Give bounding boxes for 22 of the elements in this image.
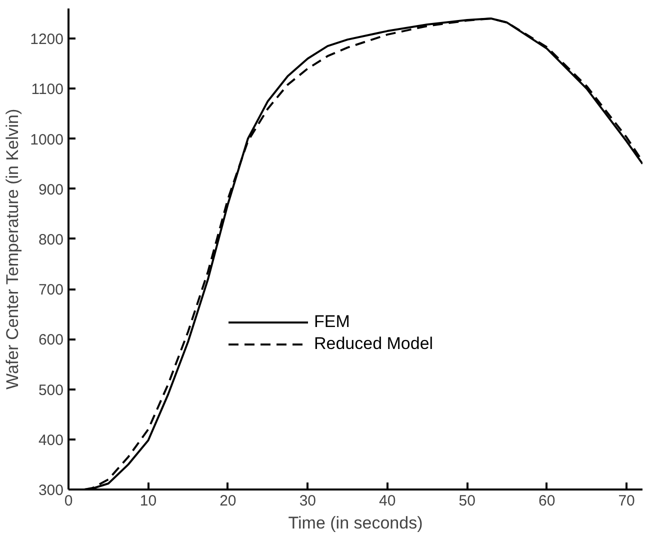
- y-tick-label: 800: [38, 231, 64, 248]
- x-tick-label: 60: [538, 492, 556, 510]
- x-tick-label: 0: [64, 492, 73, 510]
- x-tick-label: 30: [299, 492, 316, 510]
- y-tick-label: 1200: [30, 31, 64, 48]
- legend-label: FEM: [314, 312, 350, 332]
- y-tick-label: 900: [38, 181, 64, 198]
- y-tick-label: 300: [38, 482, 64, 499]
- y-tick-label: 600: [38, 332, 64, 349]
- legend-label: Reduced Model: [314, 334, 434, 354]
- y-tick-label: 700: [38, 282, 64, 299]
- y-tick-label: 400: [38, 432, 64, 449]
- x-tick-label: 10: [140, 492, 157, 510]
- y-tick-label: 1000: [30, 131, 64, 148]
- x-tick-label: 20: [220, 492, 236, 510]
- x-tick-label: 40: [379, 492, 396, 510]
- y-tick-label: 1100: [31, 81, 64, 98]
- y-tick-label: 500: [38, 382, 64, 399]
- x-axis-title: Time (in seconds): [288, 514, 423, 532]
- y-axis-title: Wafer Center Temperature (in Kelvin): [3, 108, 22, 390]
- x-tick-label: 70: [618, 492, 635, 510]
- x-tick-label: 50: [458, 492, 476, 510]
